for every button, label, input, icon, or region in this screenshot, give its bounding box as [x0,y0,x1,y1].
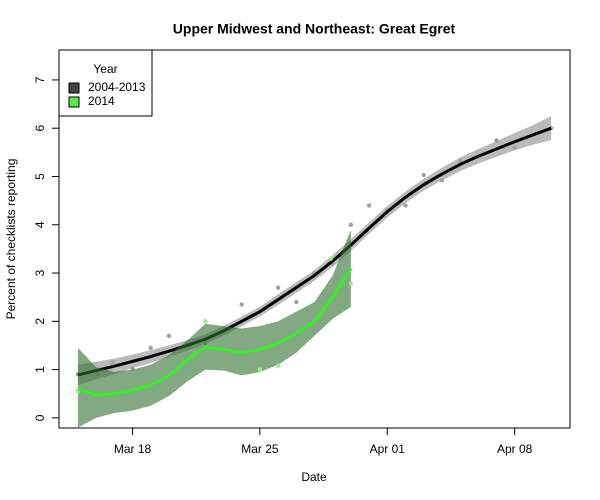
legend-label: 2014 [88,94,115,108]
chart-title: Upper Midwest and Northeast: Great Egret [173,21,456,37]
data-point [110,360,115,365]
trend-line [77,126,552,377]
data-point [421,172,426,178]
x-tick-label: Apr 01 [370,442,406,456]
data-point [494,138,499,143]
legend-label: 2004-2013 [88,80,146,94]
data-point [257,367,263,372]
plot-frame [58,49,571,429]
x-tick-label: Apr 08 [497,442,533,456]
y-tick-label: 5 [33,173,47,180]
data-point [366,203,372,208]
data-point [203,319,208,324]
y-tick-label: 6 [33,125,47,132]
data-point [512,145,517,150]
y-tick-label: 0 [33,414,47,421]
y-tick-label: 7 [33,76,47,83]
x-tick-label: Mar 18 [114,442,152,456]
data-point [328,256,334,261]
legend-title: Year [93,62,117,76]
data-point [275,285,281,290]
legend-swatch [68,96,80,108]
y-tick-label: 4 [33,221,47,228]
y-tick-label: 2 [33,318,47,325]
data-point [294,299,299,305]
data-point [166,333,172,338]
confidence-band [77,229,351,428]
y-axis-label: Percent of checklists reporting [4,159,18,320]
y-tick-label: 3 [33,269,47,276]
data-point [348,222,354,227]
trend-line [77,267,353,397]
x-axis-label: Date [301,470,327,484]
data-point [348,281,354,286]
data-point [439,178,445,183]
y-tick-label: 1 [33,366,47,373]
data-point [148,345,153,351]
confidence-band [77,116,552,386]
data-point [403,203,408,208]
data-point [239,302,244,307]
data-point [275,363,281,368]
legend-swatch [68,82,80,94]
data-point [457,158,463,163]
x-tick-label: Mar 25 [241,442,279,456]
